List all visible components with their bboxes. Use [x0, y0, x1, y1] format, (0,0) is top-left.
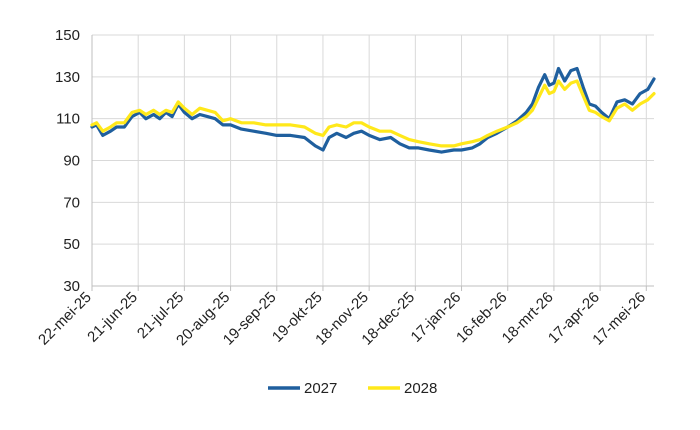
y-tick-label: 70	[63, 194, 80, 211]
legend-label-2028: 2028	[404, 380, 437, 397]
x-tick-label: 22-mei-25	[35, 289, 95, 349]
gridlines	[91, 34, 654, 287]
y-tick-label: 50	[63, 236, 80, 253]
legend-label-2027: 2027	[304, 380, 337, 397]
legend: 2027 2028	[268, 380, 437, 397]
y-tick-label: 130	[55, 69, 80, 86]
x-tick-label: 21-jun-25	[84, 289, 141, 346]
series-line-2027	[90, 66, 656, 154]
y-tick-label: 90	[63, 153, 80, 170]
y-tick-label: 150	[55, 27, 80, 44]
y-tick-label: 30	[63, 278, 80, 295]
series-line-2028	[90, 79, 656, 148]
series-lines	[90, 66, 656, 154]
y-tick-label: 110	[56, 111, 80, 128]
